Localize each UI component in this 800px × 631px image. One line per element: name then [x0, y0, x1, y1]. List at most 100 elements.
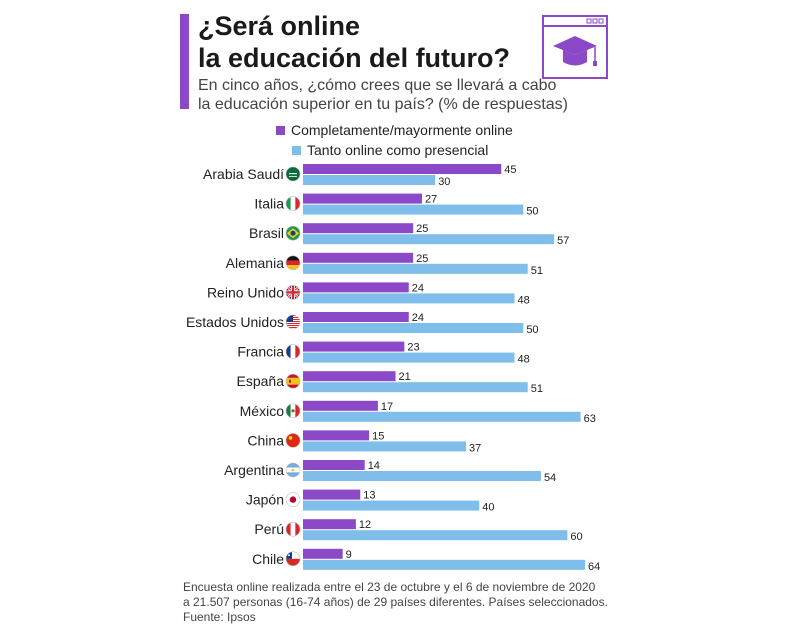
category-label: Brasil — [249, 225, 284, 241]
category-label: Perú — [254, 521, 284, 537]
value-label-presencial: 60 — [570, 531, 582, 543]
peru-flag-icon — [285, 521, 301, 537]
bar-presencial — [303, 411, 581, 422]
legend-label-presencial: Tanto online como presencial — [307, 142, 489, 158]
bar-presencial — [303, 530, 568, 541]
value-label-presencial: 51 — [531, 383, 543, 395]
category-label: Reino Unido — [207, 284, 284, 300]
bar-online — [303, 252, 414, 263]
japan-flag-icon — [285, 492, 301, 507]
value-label-online: 12 — [359, 519, 371, 531]
subtitle-line-1: En cinco años, ¿cómo crees que se llevar… — [198, 77, 557, 94]
title-line-1: ¿Será online — [198, 11, 361, 41]
value-label-online: 24 — [412, 312, 424, 324]
value-label-presencial: 30 — [438, 176, 450, 188]
footer-note-line-2: a 21.507 personas (16-74 años) de 29 paí… — [183, 595, 608, 609]
spain-flag-icon — [285, 373, 301, 389]
usa-flag-icon — [285, 314, 301, 330]
bar-online — [303, 430, 370, 441]
footer-source: Fuente: Ipsos — [183, 610, 256, 624]
italy-flag-icon — [285, 196, 301, 211]
bar-online — [303, 400, 378, 411]
value-label-online: 15 — [372, 430, 384, 442]
category-label: Francia — [237, 344, 284, 360]
china-flag-icon — [285, 433, 301, 448]
bar-online — [303, 193, 422, 204]
bar-chart: Arabia Saudí 45 30 Italia 27 50 Brasil 25 57 Alem… — [186, 164, 600, 573]
bar-presencial — [303, 263, 528, 274]
germany-flag-icon — [285, 255, 301, 271]
bar-online — [303, 371, 396, 382]
footer: Encuesta online realizada entre el 23 de… — [183, 580, 608, 625]
graduation-cap-icon — [541, 14, 609, 80]
bar-presencial — [303, 471, 541, 481]
category-label: Italia — [254, 196, 284, 212]
mexico-flag-icon — [285, 403, 301, 419]
bar-presencial — [303, 323, 524, 333]
bar-presencial — [303, 234, 555, 245]
bar-online — [303, 341, 405, 352]
category-label: Estados Unidos — [186, 314, 284, 330]
value-label-presencial: 40 — [482, 502, 494, 514]
title-accent-bar — [180, 14, 189, 109]
value-label-presencial: 54 — [544, 472, 556, 484]
bar-presencial — [303, 441, 467, 452]
value-label-online: 17 — [381, 401, 393, 413]
value-label-presencial: 50 — [526, 324, 538, 336]
footer-note-line-1: Encuesta online realizada entre el 23 de… — [183, 580, 596, 594]
value-label-presencial: 37 — [469, 442, 481, 454]
category-label: España — [237, 373, 285, 389]
value-label-online: 13 — [363, 490, 375, 502]
bar-presencial — [303, 382, 528, 393]
chile-flag-icon — [285, 551, 301, 567]
value-label-online: 21 — [399, 371, 411, 383]
value-label-online: 24 — [412, 282, 424, 294]
brazil-flag-icon — [285, 225, 301, 241]
page-title: ¿Será online la educación del futuro? — [198, 10, 510, 74]
category-label: Chile — [252, 551, 284, 567]
bar-online — [303, 489, 361, 500]
value-label-online: 27 — [425, 194, 437, 206]
bar-presencial — [303, 204, 524, 215]
bar-presencial — [303, 175, 436, 185]
legend-item-online: Completamente/mayormente online — [276, 121, 513, 139]
bar-presencial — [303, 559, 585, 570]
uk-flag-icon — [285, 285, 301, 300]
value-label-online: 45 — [504, 164, 516, 176]
value-label-presencial: 63 — [584, 413, 596, 425]
bar-online — [303, 164, 502, 174]
category-label: México — [240, 403, 285, 419]
value-label-online: 25 — [416, 253, 428, 265]
subtitle-line-2: la educación superior en tu país? (% de … — [198, 96, 568, 113]
value-label-online: 9 — [346, 549, 352, 561]
value-label-presencial: 48 — [518, 294, 530, 306]
value-label-online: 23 — [407, 342, 419, 354]
value-label-online: 14 — [368, 460, 380, 472]
argentina-flag-icon — [285, 462, 301, 478]
bar-online — [303, 223, 414, 234]
value-label-presencial: 51 — [531, 265, 543, 277]
bar-presencial — [303, 352, 515, 363]
category-label: Argentina — [224, 462, 284, 478]
subtitle: En cinco años, ¿cómo crees que se llevar… — [198, 76, 598, 114]
category-label: Alemania — [226, 255, 285, 271]
value-label-presencial: 57 — [557, 235, 569, 247]
bar-online — [303, 460, 365, 470]
category-label: Japón — [246, 492, 284, 508]
france-flag-icon — [285, 344, 301, 359]
bar-online — [303, 548, 343, 559]
legend-item-presencial: Tanto online como presencial — [292, 141, 513, 159]
value-label-presencial: 50 — [526, 206, 538, 218]
category-label: Arabia Saudí — [203, 166, 284, 182]
category-label: China — [247, 432, 284, 448]
bar-presencial — [303, 500, 480, 511]
bar-online — [303, 282, 409, 293]
value-label-online: 25 — [416, 223, 428, 235]
value-label-presencial: 64 — [588, 561, 600, 573]
saudi-flag-icon — [285, 166, 301, 182]
legend: Completamente/mayormente online Tanto on… — [276, 121, 513, 161]
legend-swatch-online — [276, 125, 285, 135]
title-line-2: la educación del futuro? — [198, 43, 511, 73]
legend-swatch-presencial — [292, 145, 301, 155]
value-label-presencial: 48 — [518, 354, 530, 366]
